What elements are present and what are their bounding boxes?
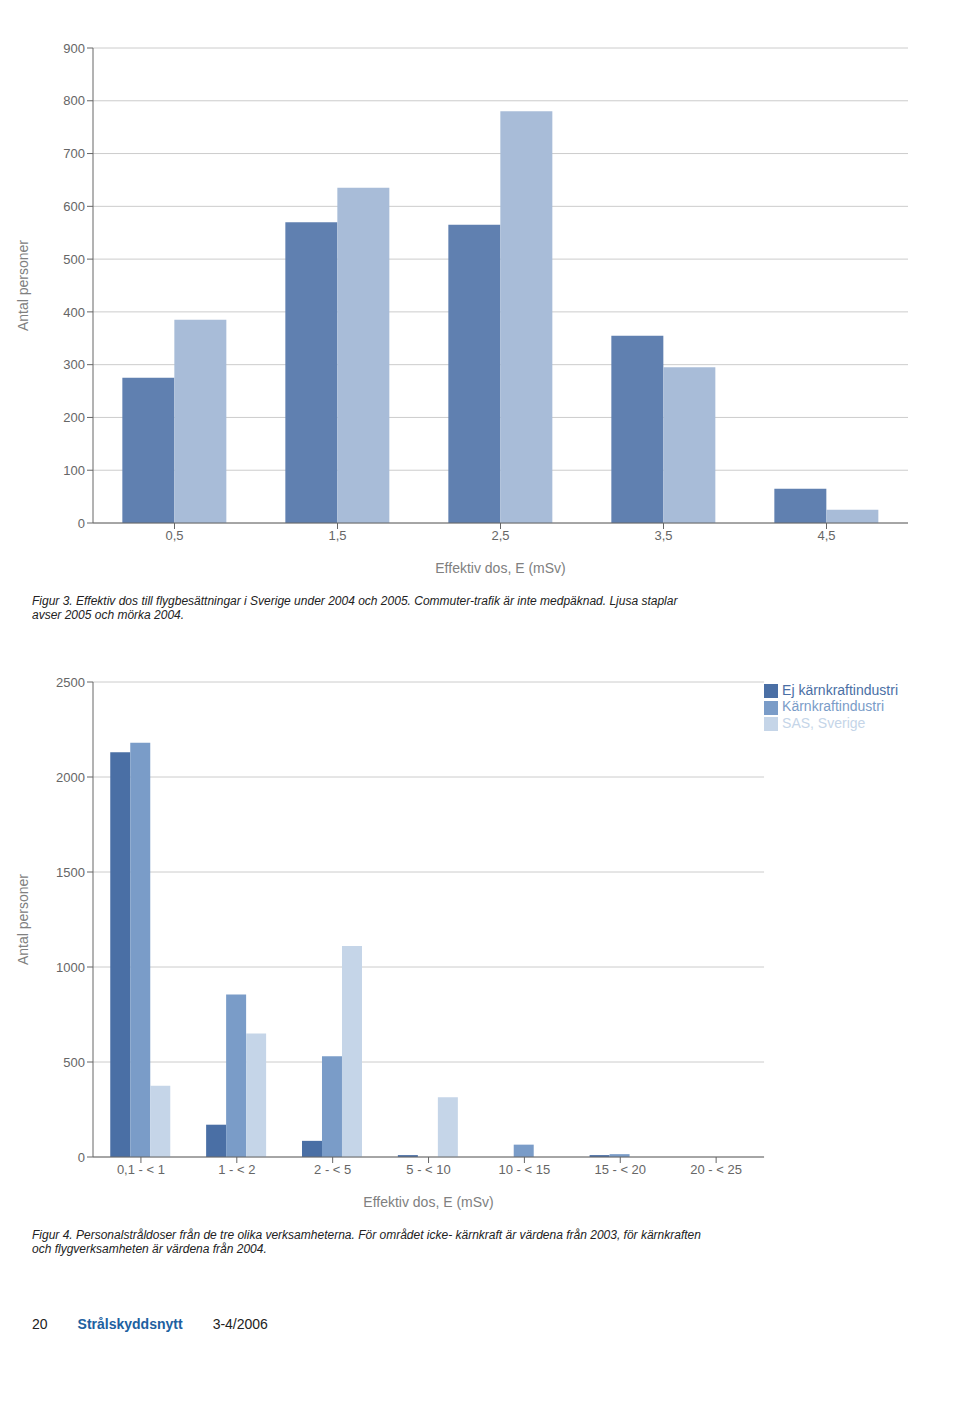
- svg-text:0: 0: [78, 1150, 85, 1165]
- svg-text:Antal personer: Antal personer: [15, 874, 31, 965]
- svg-text:Antal personer: Antal personer: [15, 240, 31, 331]
- svg-text:100: 100: [63, 463, 85, 478]
- svg-text:4,5: 4,5: [817, 528, 835, 543]
- svg-text:1 - < 2: 1 - < 2: [218, 1162, 255, 1177]
- html-text:20: 20: [32, 1316, 48, 1332]
- svg-text:500: 500: [63, 1055, 85, 1070]
- svg-text:400: 400: [63, 305, 85, 320]
- svg-text:3,5: 3,5: [654, 528, 672, 543]
- html-text:SAS, Sverige: SAS, Sverige: [782, 714, 866, 731]
- svg-text:Effektiv dos, E (mSv): Effektiv dos, E (mSv): [363, 1194, 493, 1210]
- svg-text:2,5: 2,5: [491, 528, 509, 543]
- svg-text:900: 900: [63, 41, 85, 56]
- html-text:Kärnkraftindustri: Kärnkraftindustri: [782, 698, 884, 715]
- html-text:Figur 4. Personalstråldoser fr: Figur 4. Personalstråldoser från de tre …: [32, 1228, 701, 1242]
- svg-text:1,5: 1,5: [328, 528, 346, 543]
- svg-text:2500: 2500: [56, 675, 85, 690]
- svg-text:20 - < 25: 20 - < 25: [690, 1162, 742, 1177]
- svg-text:2000: 2000: [56, 770, 85, 785]
- svg-text:600: 600: [63, 199, 85, 214]
- svg-text:1000: 1000: [56, 960, 85, 975]
- html-text:Ej kärnkraftindustri: Ej kärnkraftindustri: [782, 682, 898, 698]
- svg-text:15 - < 20: 15 - < 20: [594, 1162, 646, 1177]
- svg-text:0: 0: [78, 516, 85, 531]
- svg-text:2 - < 5: 2 - < 5: [314, 1162, 351, 1177]
- svg-text:300: 300: [63, 357, 85, 372]
- svg-text:Effektiv dos, E (mSv): Effektiv dos, E (mSv): [435, 560, 565, 576]
- html-text:3-4/2006: 3-4/2006: [212, 1316, 268, 1332]
- html-text:avser 2005 och mörka 2004.: avser 2005 och mörka 2004.: [32, 608, 185, 622]
- svg-text:10 - < 15: 10 - < 15: [499, 1162, 551, 1177]
- svg-text:5 - < 10: 5 - < 10: [406, 1162, 450, 1177]
- html-text:Strålskyddsnytt: Strålskyddsnytt: [77, 1316, 183, 1332]
- html-text:Figur 3. Effektiv dos till fly: Figur 3. Effektiv dos till flygbesättnin…: [32, 594, 678, 608]
- svg-text:0,5: 0,5: [165, 528, 183, 543]
- svg-text:700: 700: [63, 146, 85, 161]
- svg-text:500: 500: [63, 252, 85, 267]
- svg-text:0,1 - < 1: 0,1 - < 1: [117, 1162, 165, 1177]
- svg-text:800: 800: [63, 93, 85, 108]
- svg-text:1500: 1500: [56, 865, 85, 880]
- svg-text:200: 200: [63, 410, 85, 425]
- html-text:och flygverksamheten är värden: och flygverksamheten är värdena från 200…: [32, 1242, 267, 1256]
